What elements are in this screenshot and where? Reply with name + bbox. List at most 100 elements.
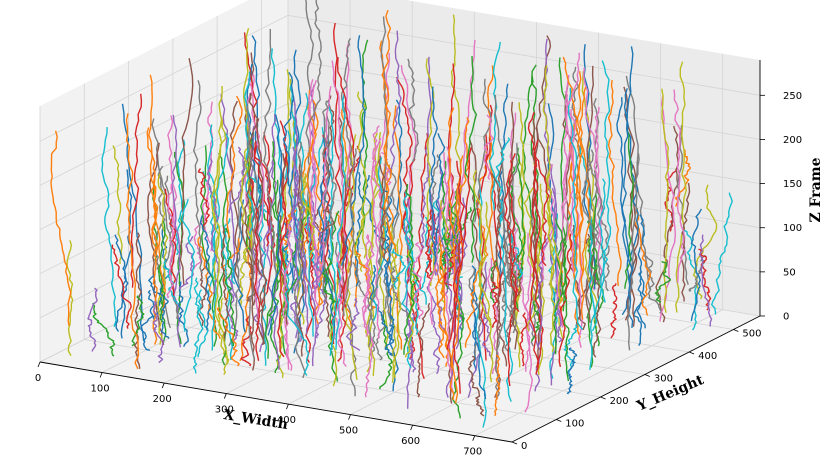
trajectory-line (464, 225, 489, 348)
trajectory-line (313, 86, 332, 299)
trajectory-line (336, 252, 347, 367)
trajectory-line (294, 141, 306, 379)
trajectory-line (289, 295, 303, 343)
trajectory-line (478, 201, 492, 326)
trajectory-line (446, 160, 465, 350)
trajectory-line (469, 139, 487, 320)
trajectory-line (310, 100, 325, 246)
trajectory-line (370, 137, 382, 340)
trajectory-line (441, 160, 452, 290)
trajectory-line (433, 133, 446, 265)
trajectory-line (498, 208, 514, 402)
trajectory-line (625, 75, 651, 290)
trajectory-line (322, 100, 337, 240)
trajectory-line (530, 139, 544, 368)
trajectory-line (244, 92, 260, 266)
trajectory-line (335, 94, 346, 350)
y-tick-label: 0 (521, 441, 527, 452)
trajectory-line (92, 302, 116, 357)
trajectory-line (392, 105, 403, 350)
y-axis-ticks: 0 100 200 300 400 500 (511, 329, 762, 452)
trajectory-line (342, 148, 357, 317)
trajectory-line (552, 214, 572, 355)
trajectory-line (428, 152, 449, 325)
trajectory-line (206, 157, 220, 295)
trajectory-line (192, 80, 203, 274)
trajectory-line (416, 302, 431, 398)
x-tick-mark (99, 372, 103, 378)
trajectory-line (299, 92, 314, 337)
trajectory-line (688, 254, 706, 292)
trajectory-line (357, 91, 368, 259)
trajectory-line (363, 275, 375, 398)
y-tick-label: 500 (742, 329, 761, 340)
trajectory-line (626, 153, 640, 351)
trajectory-line (490, 281, 499, 328)
trajectory-line (167, 115, 180, 309)
x-tick-label: 700 (463, 447, 482, 458)
trajectory-line (296, 155, 305, 357)
trajectory-line (354, 171, 365, 287)
trajectory-line (269, 113, 280, 370)
trajectory-line (163, 259, 178, 305)
trajectory-line (711, 192, 733, 315)
x-tick-mark (286, 403, 289, 410)
trajectory-line (147, 142, 165, 346)
trajectory-line (676, 124, 689, 285)
trajectory-line (390, 224, 397, 379)
trajectory-line (197, 236, 221, 340)
trajectory-line (506, 101, 519, 350)
trajectory-line (366, 132, 379, 373)
trajectory-line (199, 215, 212, 331)
y-tick-label: 400 (698, 351, 717, 362)
trajectory-line (452, 147, 472, 394)
trajectory-line (391, 238, 402, 383)
y-axis-line (511, 315, 761, 443)
trajectory-line (518, 260, 531, 372)
trajectory-line (111, 244, 132, 329)
trajectory-line (114, 234, 129, 332)
trajectory-line (284, 249, 310, 376)
y-tick-label: 300 (654, 374, 673, 385)
trajectory-line (320, 226, 330, 337)
trajectory-line (450, 14, 462, 261)
trajectory-line (112, 145, 123, 264)
trajectory-line (282, 224, 293, 370)
trajectory-line (307, 0, 322, 127)
trajectory-line (379, 314, 393, 390)
axis-lines (39, 60, 761, 443)
y-tick-label: 200 (610, 396, 629, 407)
trajectory-line (655, 125, 679, 323)
trajectory-line (420, 173, 430, 251)
trajectory-line (120, 169, 133, 339)
trajectory-line (403, 183, 415, 355)
x-tick-mark (37, 361, 41, 368)
trajectory-line (567, 87, 584, 330)
trajectory-line (437, 244, 445, 359)
trajectory-line (164, 188, 177, 300)
z-tick-label: 150 (783, 179, 802, 190)
z-axis-ticks: 0 50 100 150 200 250 (760, 91, 802, 323)
trajectory-line (426, 281, 441, 375)
trajectory-line (582, 67, 603, 286)
trajectory-line (482, 310, 494, 360)
trajectory-line (483, 114, 494, 181)
trajectory-line (591, 178, 608, 332)
trajectory-line (131, 295, 145, 347)
trajectory-traces (50, 0, 733, 428)
trajectory-line (239, 171, 253, 362)
trajectory-line (307, 79, 321, 280)
trajectory-line (345, 297, 361, 351)
y-tick-mark (733, 329, 739, 332)
trajectory-line (274, 262, 286, 378)
trajectory-line (673, 89, 687, 284)
z-grid-line (39, 147, 761, 275)
trajectory-line (277, 120, 289, 358)
trajectory-line (253, 140, 275, 247)
x-tick-mark (472, 435, 476, 441)
trajectory-line (425, 58, 435, 287)
trajectory-line (178, 236, 195, 290)
x-axis-line (39, 361, 513, 443)
x-tick-label: 300 (215, 405, 234, 416)
